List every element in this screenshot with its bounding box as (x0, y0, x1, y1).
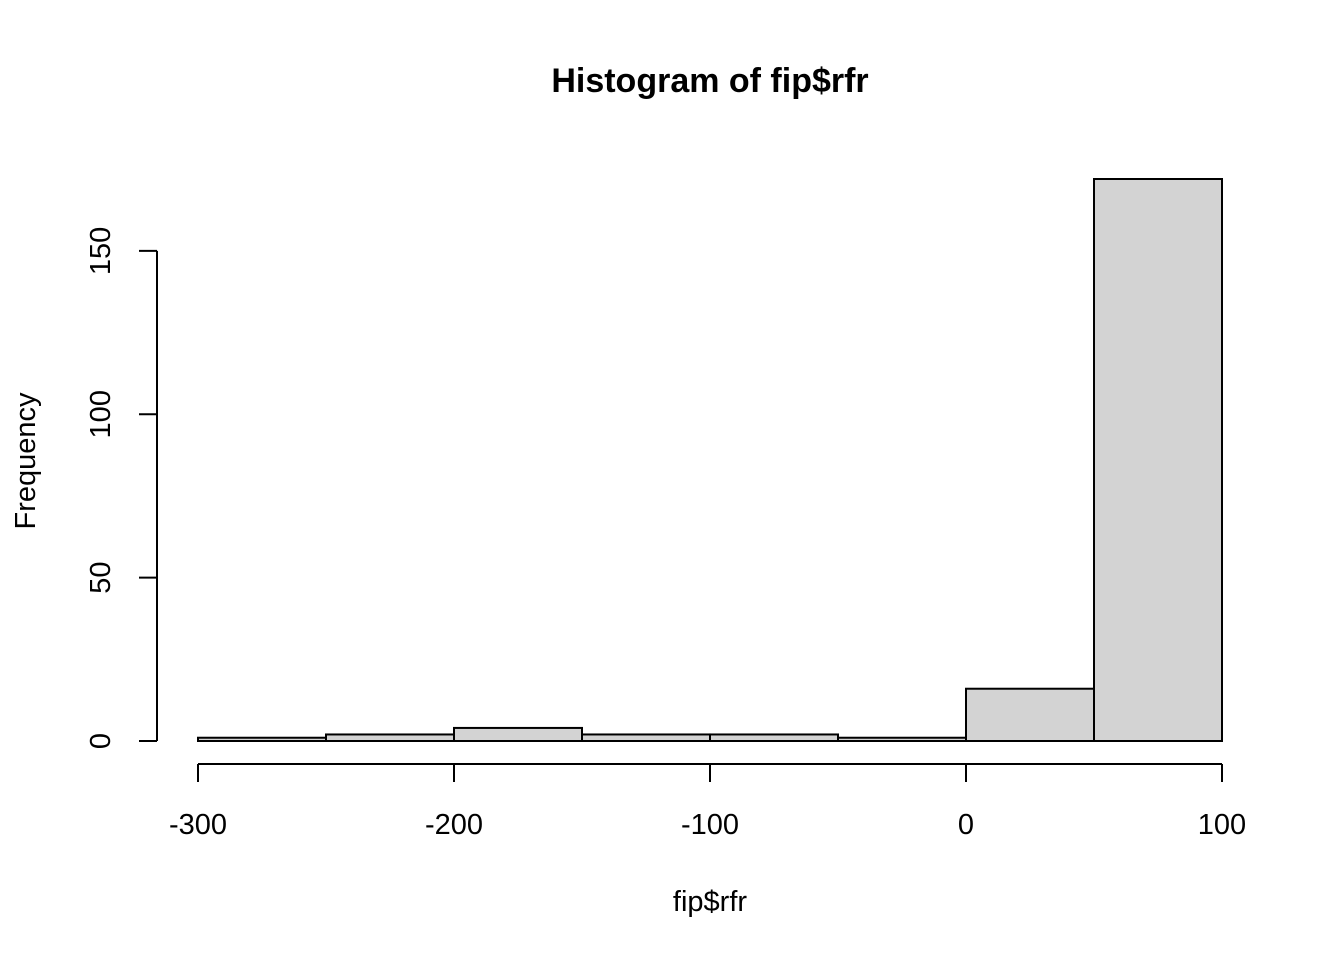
histogram-bar (453, 726, 583, 743)
x-axis: -300 -200 -100 0 100 (169, 763, 1246, 841)
histogram-bar (709, 733, 839, 742)
histogram-bar (1093, 178, 1223, 742)
histogram-bar (197, 736, 327, 742)
y-tick-label: 150 (85, 227, 117, 275)
y-tick-label: 100 (85, 390, 117, 438)
histogram-bar (837, 736, 967, 742)
y-axis: 0 50 100 150 (85, 227, 158, 749)
x-axis-label: fip$rfr (673, 886, 747, 918)
chart-title: Histogram of fip$rfr (551, 62, 868, 100)
x-tick-label: -100 (681, 809, 739, 841)
histogram-bar (581, 733, 711, 742)
y-tick-label: 50 (85, 561, 117, 593)
y-axis-label: Frequency (10, 392, 42, 530)
x-tick-label: 100 (1198, 809, 1246, 841)
x-tick-label: 0 (958, 809, 974, 841)
histogram-bar (325, 733, 455, 742)
histogram-bar (965, 687, 1095, 743)
y-tick-label: 0 (85, 733, 117, 749)
x-tick-label: -200 (425, 809, 483, 841)
x-tick-label: -300 (169, 809, 227, 841)
bars-group (197, 178, 1223, 743)
